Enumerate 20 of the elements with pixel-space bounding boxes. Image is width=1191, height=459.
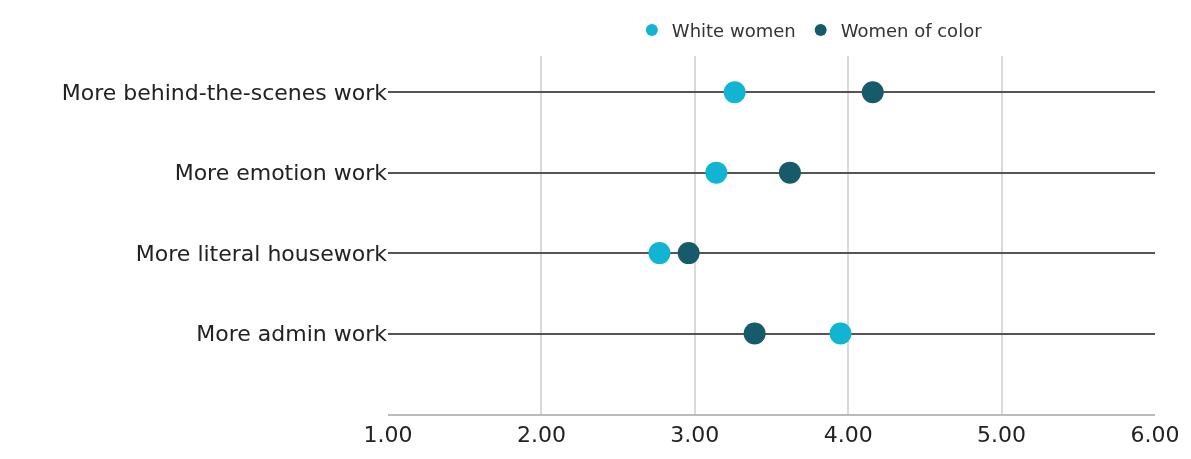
point — [677, 242, 700, 265]
x-tick-label: 3.00 — [670, 422, 720, 448]
x-tick-label: 6.00 — [1130, 422, 1180, 448]
legend-label: White women — [671, 20, 796, 42]
point — [829, 322, 852, 345]
y-tick-label: More admin work — [196, 321, 388, 347]
y-tick-label: More behind-the-scenes work — [61, 79, 388, 105]
point — [778, 161, 801, 184]
point — [743, 322, 766, 345]
point — [705, 161, 728, 184]
point — [723, 81, 746, 104]
point — [648, 242, 671, 265]
x-tick-label: 2.00 — [516, 422, 566, 448]
y-tick-label: More literal housework — [135, 240, 388, 266]
point — [861, 81, 884, 104]
y-tick-label: More emotion work — [174, 160, 388, 186]
legend-label: Women of color — [840, 20, 983, 42]
x-tick-label: 1.00 — [363, 422, 413, 448]
x-tick-label: 4.00 — [823, 422, 873, 448]
x-tick-label: 5.00 — [977, 422, 1027, 448]
